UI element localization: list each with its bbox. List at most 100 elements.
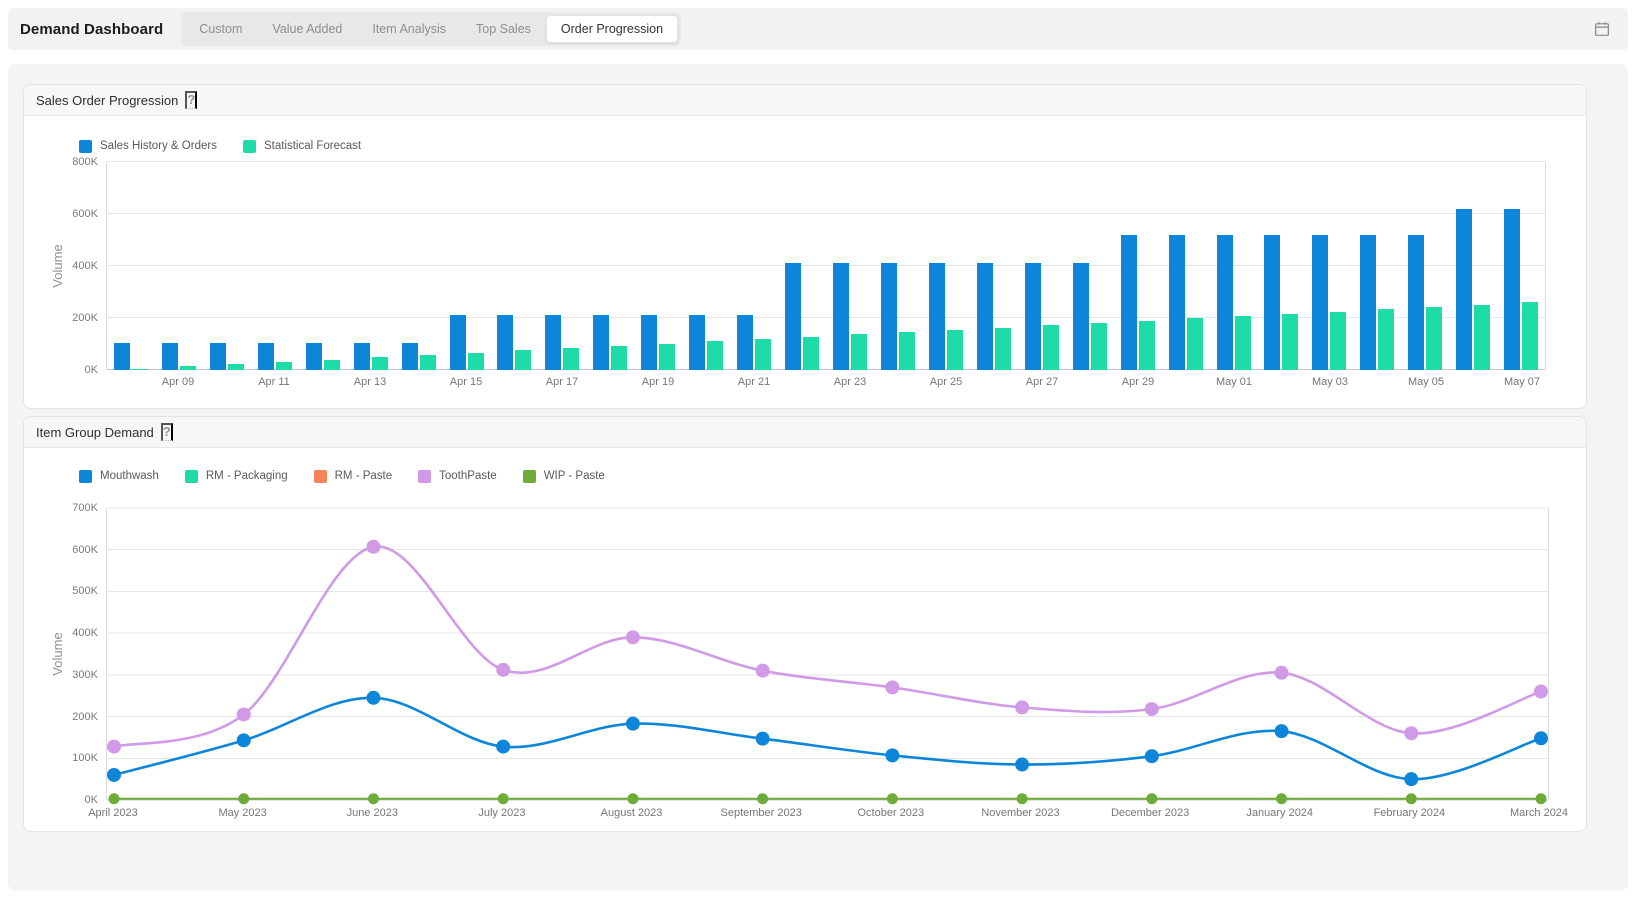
line-chart: Volume 0K 100K 200K 300K 400K 500K 600K 700K bbox=[24, 502, 1586, 806]
bar-sales-history-orders bbox=[257, 342, 274, 370]
bar-group-may-05 bbox=[1401, 162, 1449, 370]
point-toothpaste bbox=[366, 539, 381, 554]
calendar-button[interactable] bbox=[1590, 17, 1614, 41]
bar-sales-history-orders bbox=[1072, 263, 1089, 370]
bar-statistical-forecast bbox=[1378, 309, 1395, 370]
point-toothpaste bbox=[1015, 700, 1030, 715]
point-mouthwash bbox=[1144, 749, 1159, 764]
bar-group-apr-12 bbox=[299, 162, 347, 370]
chart-legend: Mouthwash RM - Packaging RM - Paste ToothPa… bbox=[79, 468, 1586, 484]
page-title: Demand Dashboard bbox=[20, 20, 164, 38]
point-wip-paste bbox=[238, 793, 250, 805]
bar-group-apr-14 bbox=[395, 162, 443, 370]
point-wip-paste bbox=[1146, 793, 1158, 805]
point-wip-paste bbox=[627, 793, 639, 805]
point-mouthwash bbox=[625, 716, 640, 731]
bar-sales-history-orders bbox=[497, 315, 514, 370]
bar-statistical-forecast bbox=[419, 354, 436, 370]
point-toothpaste bbox=[236, 707, 251, 722]
gridline bbox=[107, 161, 1545, 162]
tab-top-sales[interactable]: Top Sales bbox=[461, 15, 546, 43]
x-tick-label bbox=[298, 376, 346, 390]
x-axis-labels: Apr 09 Apr 11 Apr 13 Apr 15 Apr 17 Apr 19 Apr … bbox=[106, 376, 1546, 390]
legend-item-rm-paste[interactable]: RM - Paste bbox=[313, 469, 393, 483]
bar-sales-history-orders bbox=[737, 315, 754, 370]
bar-statistical-forecast bbox=[1330, 311, 1347, 370]
x-tick-label bbox=[970, 376, 1018, 390]
tab-item-analysis[interactable]: Item Analysis bbox=[357, 15, 461, 43]
bar-statistical-forecast bbox=[1474, 304, 1491, 370]
bar-statistical-forecast bbox=[227, 364, 244, 370]
point-mouthwash bbox=[1404, 772, 1419, 787]
chart-legend: Sales History & Orders Statistical Foreca… bbox=[79, 138, 1586, 154]
legend-item-wip-paste[interactable]: WIP - Paste bbox=[522, 469, 605, 483]
bar-group-apr-19 bbox=[634, 162, 682, 370]
x-tick-label: October 2023 bbox=[857, 807, 925, 819]
y-axis: Volume 0K 200K 400K 600K 800K bbox=[24, 156, 106, 376]
dashboard-body: Sales Order Progression ? Sales History … bbox=[8, 64, 1628, 891]
legend-swatch bbox=[313, 469, 327, 483]
help-icon[interactable]: ? bbox=[160, 423, 173, 441]
bar-sales-history-orders bbox=[976, 263, 993, 370]
bar-group-apr-15 bbox=[443, 162, 491, 370]
x-tick-label: Apr 19 bbox=[641, 376, 675, 388]
bar-sales-history-orders bbox=[833, 263, 850, 370]
legend-item-sales-history-orders[interactable]: Sales History & Orders bbox=[79, 139, 217, 153]
x-tick-label: June 2023 bbox=[346, 807, 398, 819]
bar-group-may-06 bbox=[1449, 162, 1497, 370]
point-mouthwash bbox=[885, 748, 900, 763]
bar-group-apr-16 bbox=[491, 162, 539, 370]
point-wip-paste bbox=[367, 793, 379, 805]
x-axis-labels: April 2023 May 2023 June 2023 July 2023 Augu… bbox=[88, 807, 1568, 821]
y-axis-title: Volume bbox=[50, 244, 65, 288]
point-toothpaste bbox=[1534, 684, 1548, 699]
x-tick-label bbox=[106, 376, 154, 390]
bar-sales-history-orders bbox=[1312, 234, 1329, 370]
bar-group-apr-25 bbox=[922, 162, 970, 370]
point-toothpaste bbox=[496, 662, 511, 677]
item-group-demand-panel: Item Group Demand ? Mouthwash RM - Packag… bbox=[23, 416, 1587, 832]
y-tick-label: 400K bbox=[72, 627, 98, 640]
legend-label: Mouthwash bbox=[100, 470, 159, 482]
bar-statistical-forecast bbox=[1282, 313, 1299, 370]
bar-group-may-03 bbox=[1305, 162, 1353, 370]
x-tick-label: May 03 bbox=[1311, 376, 1349, 388]
y-tick-label: 300K bbox=[72, 668, 98, 681]
legend-label: Statistical Forecast bbox=[263, 140, 362, 152]
x-tick-label: Apr 21 bbox=[737, 376, 771, 388]
bar-group-apr-23 bbox=[826, 162, 874, 370]
bar-group-may-02 bbox=[1258, 162, 1306, 370]
bar-statistical-forecast bbox=[563, 348, 580, 370]
panel-title: Sales Order Progression bbox=[36, 92, 179, 108]
legend-item-rm-packaging[interactable]: RM - Packaging bbox=[184, 469, 288, 483]
x-tick-label: April 2023 bbox=[88, 807, 138, 819]
tab-order-progression[interactable]: Order Progression bbox=[545, 15, 679, 43]
gridline bbox=[107, 265, 1545, 266]
point-toothpaste bbox=[625, 630, 640, 645]
legend-label: RM - Paste bbox=[334, 470, 393, 482]
bar-group-apr-18 bbox=[586, 162, 634, 370]
y-axis-title: Volume bbox=[50, 632, 65, 676]
line-plot-area bbox=[106, 507, 1549, 805]
tab-value-added[interactable]: Value Added bbox=[257, 15, 357, 43]
legend-item-mouthwash[interactable]: Mouthwash bbox=[79, 469, 159, 483]
help-icon[interactable]: ? bbox=[185, 91, 198, 109]
bar-statistical-forecast bbox=[755, 338, 772, 370]
legend-item-statistical-forecast[interactable]: Statistical Forecast bbox=[242, 139, 362, 153]
x-tick-label: January 2024 bbox=[1246, 807, 1314, 819]
tab-custom[interactable]: Custom bbox=[184, 15, 257, 43]
bar-group-apr-29 bbox=[1114, 162, 1162, 370]
bar-group-apr-10 bbox=[203, 162, 251, 370]
bar-sales-history-orders bbox=[1408, 234, 1425, 370]
point-mouthwash bbox=[1015, 757, 1030, 772]
legend-item-toothpaste[interactable]: ToothPaste bbox=[418, 469, 497, 483]
bar-statistical-forecast bbox=[1522, 302, 1539, 370]
line-mouthwash bbox=[113, 696, 1542, 781]
bar-sales-history-orders bbox=[449, 315, 466, 370]
x-tick-label: Apr 13 bbox=[353, 376, 387, 388]
bar-statistical-forecast bbox=[1138, 320, 1155, 370]
y-tick-label: 600K bbox=[72, 543, 98, 556]
bar-statistical-forecast bbox=[803, 336, 820, 370]
bar-statistical-forecast bbox=[1234, 316, 1251, 370]
x-tick-label: Apr 27 bbox=[1025, 376, 1059, 388]
